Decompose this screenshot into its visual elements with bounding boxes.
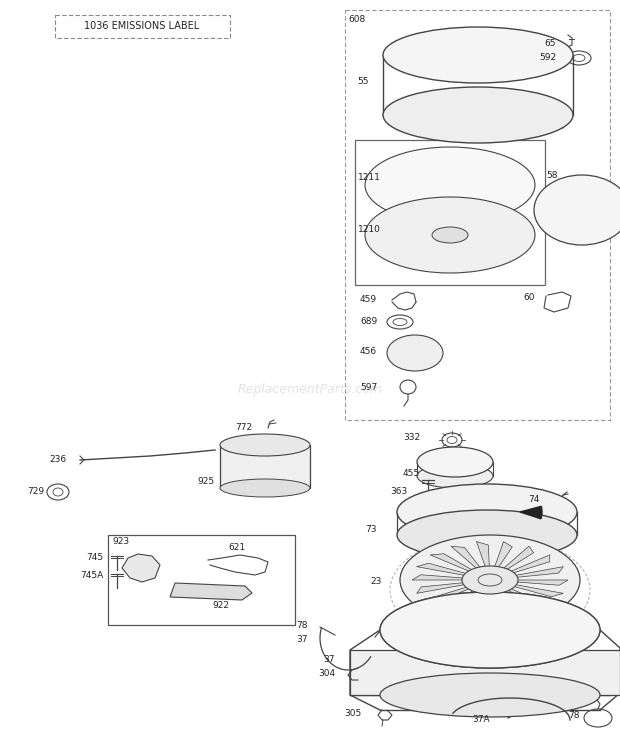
Text: 37: 37 (296, 635, 308, 644)
Polygon shape (122, 554, 160, 582)
Text: 923: 923 (112, 537, 129, 547)
Polygon shape (499, 591, 529, 614)
Ellipse shape (417, 464, 493, 488)
Polygon shape (507, 588, 550, 606)
Ellipse shape (387, 335, 443, 371)
Text: 363: 363 (391, 487, 408, 496)
Text: 55: 55 (357, 77, 368, 86)
Text: 78: 78 (569, 711, 580, 719)
Text: 925: 925 (198, 478, 215, 487)
Text: 236: 236 (49, 455, 66, 464)
Text: 305: 305 (345, 710, 362, 719)
Text: 689: 689 (360, 318, 377, 327)
Text: 456: 456 (360, 347, 377, 356)
Ellipse shape (220, 434, 310, 456)
Text: 745: 745 (86, 554, 103, 562)
Ellipse shape (220, 479, 310, 497)
Text: 592: 592 (539, 54, 556, 62)
Ellipse shape (397, 484, 577, 540)
Polygon shape (417, 563, 468, 576)
Ellipse shape (417, 447, 493, 477)
Polygon shape (467, 591, 485, 618)
Ellipse shape (400, 535, 580, 625)
Polygon shape (509, 555, 550, 574)
Text: 37A: 37A (472, 716, 490, 725)
Polygon shape (446, 590, 477, 614)
Polygon shape (476, 542, 489, 568)
Polygon shape (515, 580, 568, 586)
Polygon shape (417, 583, 466, 593)
Ellipse shape (365, 197, 535, 273)
Ellipse shape (534, 175, 620, 245)
Text: 729: 729 (27, 487, 44, 496)
Polygon shape (430, 554, 474, 572)
Text: ReplacementParts.com: ReplacementParts.com (237, 383, 383, 397)
Polygon shape (502, 546, 534, 570)
Wedge shape (520, 507, 542, 519)
Polygon shape (512, 584, 564, 597)
Text: 1211: 1211 (358, 173, 381, 182)
Polygon shape (430, 586, 471, 605)
Ellipse shape (383, 27, 573, 83)
Text: 78: 78 (296, 620, 308, 629)
Text: 73: 73 (365, 525, 376, 534)
Text: 608: 608 (348, 16, 365, 25)
Polygon shape (451, 546, 481, 569)
Polygon shape (513, 567, 564, 577)
Polygon shape (170, 583, 252, 600)
Text: 304: 304 (318, 669, 335, 678)
Text: 772: 772 (235, 423, 252, 432)
Ellipse shape (432, 227, 468, 243)
Text: 23: 23 (370, 577, 381, 586)
Polygon shape (490, 592, 503, 618)
Ellipse shape (380, 673, 600, 717)
Text: 74: 74 (529, 496, 540, 504)
Ellipse shape (462, 566, 518, 594)
Ellipse shape (397, 510, 577, 560)
Text: 459: 459 (360, 295, 377, 304)
Text: 60: 60 (523, 293, 535, 303)
Text: 58: 58 (546, 170, 558, 179)
Polygon shape (412, 575, 465, 580)
Polygon shape (220, 445, 310, 488)
Text: 1210: 1210 (358, 225, 381, 234)
Text: 621: 621 (228, 544, 245, 553)
Text: 1036 EMISSIONS LABEL: 1036 EMISSIONS LABEL (84, 21, 200, 31)
Text: 922: 922 (212, 600, 229, 609)
Ellipse shape (380, 592, 600, 668)
Text: 745A: 745A (80, 571, 103, 580)
Text: 65: 65 (544, 39, 556, 48)
Text: 455: 455 (403, 469, 420, 478)
Ellipse shape (365, 147, 535, 223)
Text: 597: 597 (360, 382, 377, 391)
Text: 332: 332 (403, 434, 420, 443)
Ellipse shape (383, 87, 573, 143)
Ellipse shape (380, 592, 600, 668)
Polygon shape (350, 650, 620, 695)
Polygon shape (494, 542, 512, 568)
Text: 37: 37 (324, 655, 335, 664)
